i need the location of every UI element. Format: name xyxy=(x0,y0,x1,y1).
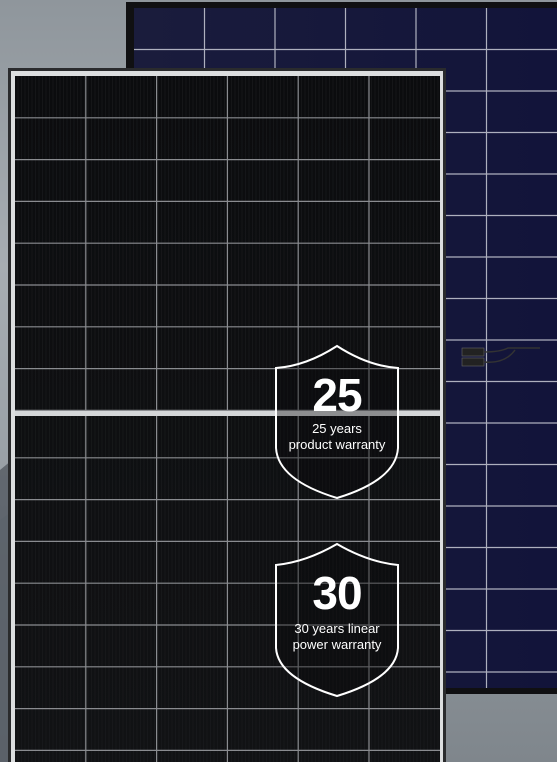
warranty-years-number: 25 xyxy=(312,369,362,421)
shield-icon xyxy=(275,542,399,698)
warranty-badge-25 xyxy=(275,344,399,500)
warranty-line-2: power warranty xyxy=(292,637,382,652)
warranty-badge-30 xyxy=(275,542,399,698)
junction-box xyxy=(461,347,540,367)
front-solar-panel xyxy=(8,68,446,762)
warranty-line-1: 30 years linear xyxy=(294,621,380,636)
warranty-years-number: 30 xyxy=(312,567,362,619)
panel-center-divider xyxy=(15,411,440,416)
shield-icon xyxy=(275,344,399,500)
warranty-line-2: product warranty xyxy=(288,437,386,452)
warranty-line-1: 25 years xyxy=(312,421,362,436)
